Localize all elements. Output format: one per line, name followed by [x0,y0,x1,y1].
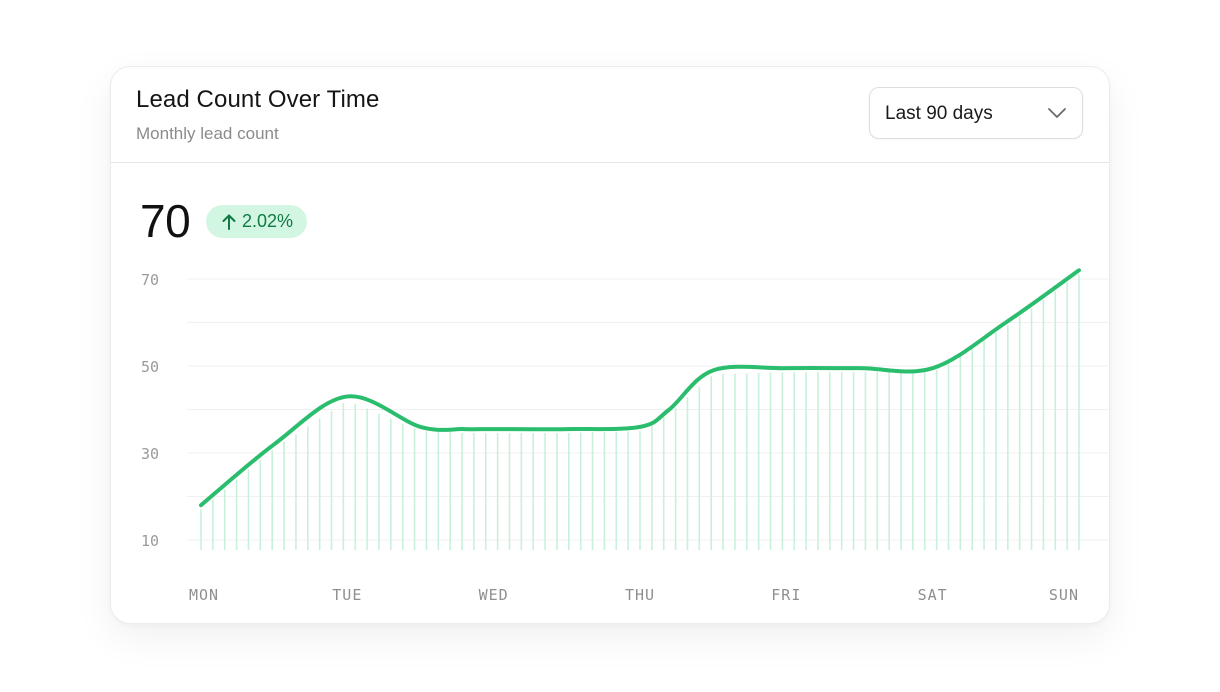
current-value: 70 [140,195,191,247]
x-tick-label: MON [189,586,219,604]
grid-lines [187,278,1109,541]
chart-subtitle: Monthly lead count [136,124,279,143]
card-header: Lead Count Over Time Monthly lead count … [111,67,1109,163]
x-tick-label: TUE [332,586,362,604]
series-line [199,268,1081,508]
y-tick-label: 10 [141,532,159,550]
date-range-select[interactable]: Last 90 days [869,87,1083,139]
chart-title: Lead Count Over Time [136,86,380,113]
y-tick-label: 70 [141,271,159,289]
arrow-up-icon [222,214,236,230]
chevron-down-icon [1048,108,1066,118]
chart-card: Lead Count Over Time Monthly lead count … [110,66,1110,624]
date-range-label: Last 90 days [885,103,993,124]
series-line-path [199,268,1081,508]
y-tick-label: 30 [141,445,159,463]
y-tick-label: 50 [141,358,159,376]
line-chart: 10 30 50 70 MON TUE WED THU FRI SAT SUN [141,268,1109,604]
stem-lines [200,274,1080,550]
x-tick-label: WED [479,586,509,604]
x-axis-ticks: MON TUE WED THU FRI SAT SUN [189,586,1079,604]
change-value: 2.02% [242,211,294,231]
x-tick-label: FRI [771,586,801,604]
x-tick-label: SAT [918,586,948,604]
x-tick-label: THU [625,586,655,604]
x-tick-label: SUN [1049,586,1079,604]
y-axis-ticks: 10 30 50 70 [141,271,159,550]
change-badge: 2.02% [206,205,308,238]
